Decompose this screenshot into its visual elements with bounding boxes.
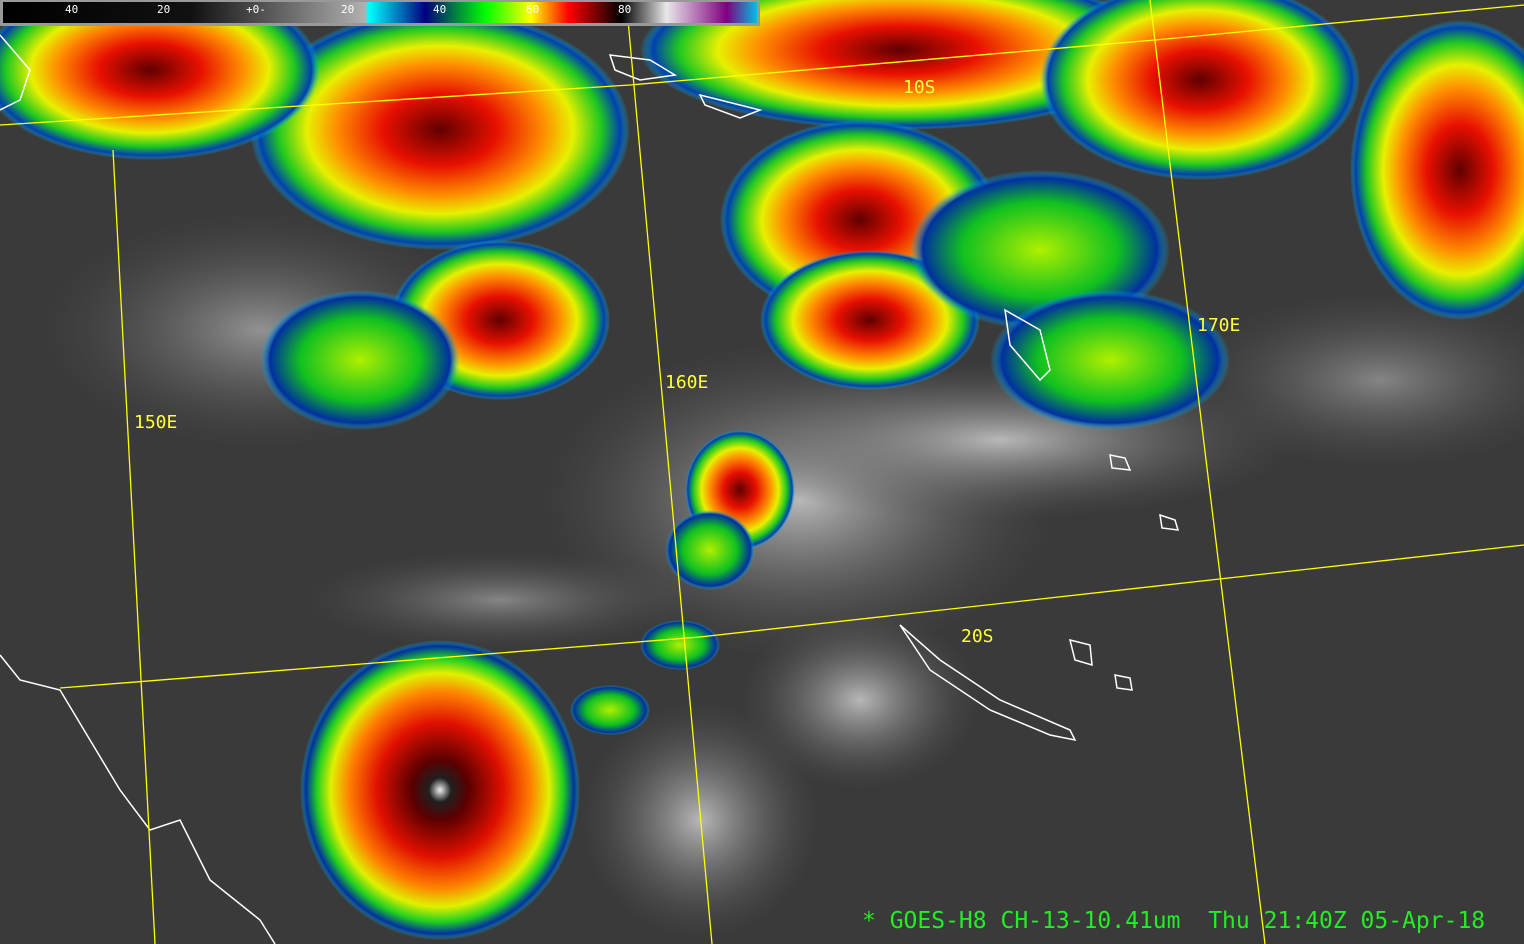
cloud-layer xyxy=(40,210,1524,940)
longitude-line-170e xyxy=(1149,0,1266,944)
label-10s: 10S xyxy=(903,77,936,98)
tropical-cyclone xyxy=(300,640,580,940)
longitude-line-160e xyxy=(627,19,713,944)
satellite-channel-label: * GOES-H8 CH-13-10.41um xyxy=(862,908,1181,934)
colorbar-tick: 20 xyxy=(157,3,170,16)
colorbar: 40 20 +0- 20 40 60 80 xyxy=(0,0,760,26)
colorbar-tick: 40 xyxy=(65,3,78,16)
label-20s: 20S xyxy=(961,626,994,647)
longitude-line-150e xyxy=(112,149,156,944)
colorbar-tick: 80 xyxy=(618,3,631,16)
colorbar-tick: +0- xyxy=(246,3,266,16)
latitude-line-10s xyxy=(0,4,1524,126)
timestamp-label: Thu 21:40Z 05-Apr-18 xyxy=(1208,908,1486,934)
label-160e: 160E xyxy=(665,372,708,393)
label-150e: 150E xyxy=(134,412,177,433)
colorbar-tick: 20 xyxy=(341,3,354,16)
colorbar-tick: 60 xyxy=(526,3,539,16)
colorbar-tick: 40 xyxy=(433,3,446,16)
label-170e: 170E xyxy=(1197,315,1240,336)
coastlines xyxy=(0,34,1180,944)
image-caption: * GOES-H8 CH-13-10.41um Thu 21:40Z 05-Ap… xyxy=(862,908,1485,934)
latitude-line-20s xyxy=(59,544,1524,689)
